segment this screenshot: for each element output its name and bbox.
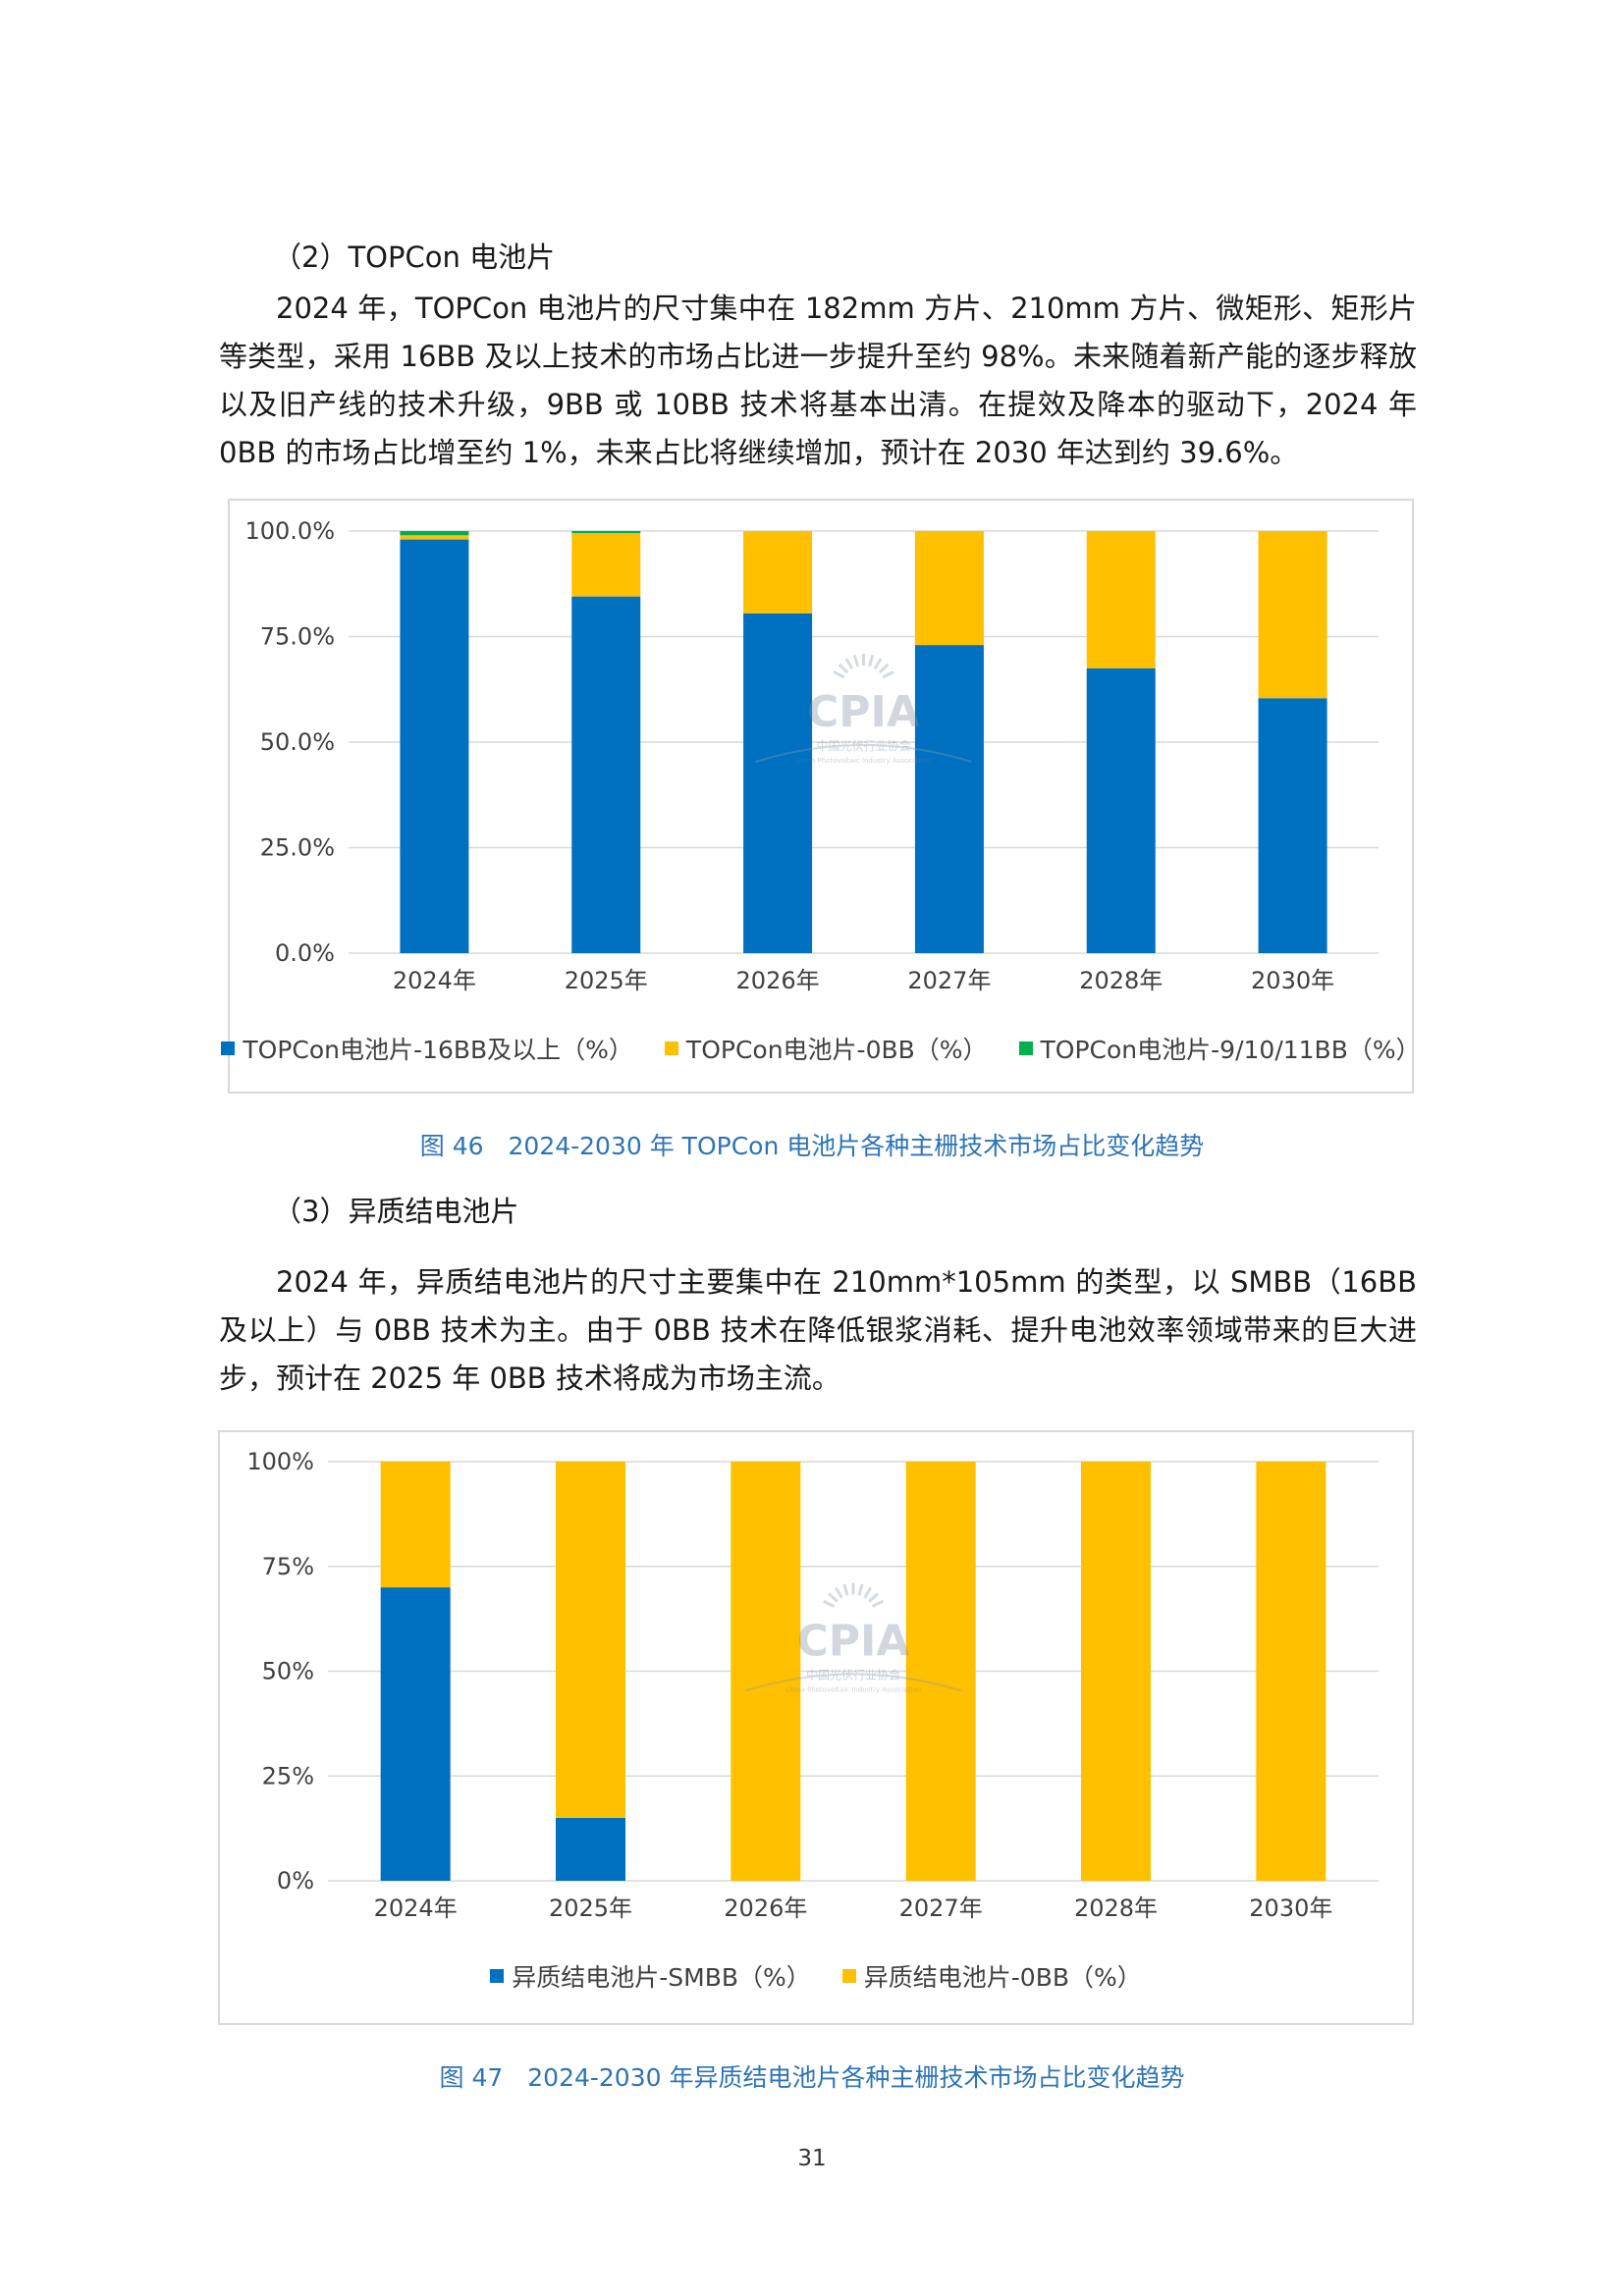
y-tick-label: 0.0% xyxy=(275,939,335,967)
bar-segment-0 xyxy=(914,645,984,953)
watermark-org-name-en: China Photovoltaic Industry Association xyxy=(795,757,932,765)
y-tick-label: 75% xyxy=(262,1553,314,1580)
bar-segment-1 xyxy=(1256,1462,1326,1881)
legend-label: TOPCon电池片-0BB（%） xyxy=(685,1036,988,1064)
legend-item: TOPCon电池片-9/10/11BB（%） xyxy=(1018,1031,1421,1066)
y-tick-label: 0% xyxy=(277,1867,314,1895)
x-tick-label: 2028年 xyxy=(1074,1895,1158,1922)
y-tick-label: 75.0% xyxy=(260,623,335,651)
bar-segment-1 xyxy=(380,1462,451,1588)
watermark-logo-text: CPIA xyxy=(807,687,920,737)
sun-ray xyxy=(833,670,845,679)
bar-segment-1 xyxy=(914,531,984,646)
watermark-swoosh xyxy=(744,1673,962,1692)
legend-label: 异质结电池片-SMBB（%） xyxy=(512,1963,811,1992)
watermark-org-name: 中国光伏行业协会 xyxy=(816,738,910,753)
legend-swatch xyxy=(221,1041,236,1055)
chart-hjt-plot: 0% 25% 50% 75% 100% 2024年 2025年 2026年 2027年 2028年… xyxy=(246,1448,1379,1922)
paragraph-topcon: 2024 年，TOPCon 电池片的尺寸集中在 182mm 方片、210mm 方… xyxy=(219,292,1417,469)
sun-ray xyxy=(871,1599,884,1608)
bar-segment-1 xyxy=(905,1462,976,1881)
chart-topcon-plot: 0.0% 25.0% 50.0% 75.0% 100.0% 2024年 2025年 2026年… xyxy=(244,517,1379,994)
legend-item: TOPCon电池片-0BB（%） xyxy=(664,1031,988,1066)
sun-ray xyxy=(838,663,849,674)
bar-segment-2 xyxy=(571,531,641,534)
legend-swatch xyxy=(1018,1041,1033,1055)
y-tick-label: 25% xyxy=(262,1762,314,1789)
watermark-swoosh xyxy=(755,744,972,763)
sun-ray xyxy=(882,670,894,679)
legend-swatch xyxy=(841,1969,856,1983)
sun-ray xyxy=(842,1583,849,1596)
sun-ray xyxy=(834,1586,843,1599)
x-tick-label: 2024年 xyxy=(393,967,476,994)
bar-segment-1 xyxy=(743,531,813,614)
figure-47-caption: 图 47 2024-2030 年异质结电池片各种主栅技术市场占比变化趋势 xyxy=(439,2063,1185,2092)
chart-topcon-busbar: 0.0% 25.0% 50.0% 75.0% 100.0% 2024年 2025年 2026年… xyxy=(221,499,1421,1094)
sun-ray xyxy=(868,1592,879,1603)
bar-segment-2 xyxy=(400,531,469,536)
x-tick-label: 2025年 xyxy=(549,1895,632,1922)
watermark-logo-text: CPIA xyxy=(797,1617,910,1667)
x-tick-label: 2030年 xyxy=(1249,1895,1332,1922)
sun-ray xyxy=(828,1592,839,1603)
chart-topcon-legend: TOPCon电池片-16BB及以上（%） TOPCon电池片-0BB（%） TOPC… xyxy=(221,1031,1421,1066)
sun-ray xyxy=(868,654,875,667)
x-tick-label: 2026年 xyxy=(724,1895,807,1922)
bar-segment-0 xyxy=(1086,667,1156,953)
legend-item: 异质结电池片-SMBB（%） xyxy=(490,1958,811,1994)
chart-hjt-legend: 异质结电池片-SMBB（%） 异质结电池片-0BB（%） xyxy=(220,1958,1412,1994)
bar-segment-0 xyxy=(1258,698,1327,953)
sun-ray xyxy=(873,658,883,670)
bar-segment-0 xyxy=(571,596,641,953)
sun-ray xyxy=(857,1583,864,1596)
y-tick-label: 100% xyxy=(246,1448,314,1475)
y-tick-label: 100.0% xyxy=(244,517,335,545)
sun-ray xyxy=(823,1599,836,1608)
y-tick-label: 50% xyxy=(262,1658,314,1685)
legend-label: TOPCon电池片-9/10/11BB（%） xyxy=(1040,1036,1421,1064)
legend-label: 异质结电池片-0BB（%） xyxy=(863,1963,1142,1992)
x-tick-label: 2027年 xyxy=(899,1895,983,1922)
bar-segment-1 xyxy=(1081,1462,1151,1881)
section-heading-topcon: （2）TOPCon 电池片 xyxy=(273,240,556,274)
paragraph-hjt: 2024 年，异质结电池片的尺寸主要集中在 210mm*105mm 的类型，以 … xyxy=(219,1265,1417,1395)
legend-swatch xyxy=(490,1969,505,1983)
chart-hjt-busbar: 0% 25% 50% 75% 100% 2024年 2025年 2026年 2027年 2028年… xyxy=(218,1430,1414,2025)
bar-segment-1 xyxy=(400,535,469,540)
bar-segment-0 xyxy=(556,1817,625,1881)
bar-segment-0 xyxy=(380,1587,451,1881)
watermark-org-name: 中国光伏行业协会 xyxy=(806,1668,900,1682)
x-tick-label: 2030年 xyxy=(1251,967,1334,994)
x-tick-label: 2024年 xyxy=(374,1895,458,1922)
bar-segment-1 xyxy=(731,1462,801,1881)
sun-ray xyxy=(878,663,890,674)
x-tick-label: 2025年 xyxy=(565,967,648,994)
watermark-org-name-en: China Photovoltaic Industry Association xyxy=(785,1686,922,1694)
legend-item: 异质结电池片-0BB（%） xyxy=(841,1958,1142,1994)
sun-ray xyxy=(863,1586,873,1599)
section-heading-hjt: （3）异质结电池片 xyxy=(273,1195,519,1228)
legend-item: TOPCon电池片-16BB及以上（%） xyxy=(221,1031,633,1066)
legend-label: TOPCon电池片-16BB及以上（%） xyxy=(243,1036,633,1064)
x-tick-label: 2027年 xyxy=(907,967,991,994)
bar-segment-1 xyxy=(571,533,641,597)
sun-ray xyxy=(852,654,859,667)
bar-segment-1 xyxy=(556,1462,625,1818)
y-tick-label: 25.0% xyxy=(260,834,335,862)
x-tick-label: 2026年 xyxy=(736,967,820,994)
bar-segment-0 xyxy=(400,539,469,953)
bar-segment-0 xyxy=(743,613,813,953)
x-tick-label: 2028年 xyxy=(1079,967,1163,994)
bar-segment-1 xyxy=(1258,531,1327,699)
legend-swatch xyxy=(664,1041,678,1055)
bar-segment-1 xyxy=(1086,531,1156,668)
figure-46-caption: 图 46 2024-2030 年 TOPCon 电池片各种主栅技术市场占比变化趋… xyxy=(419,1132,1205,1160)
page-number: 31 xyxy=(797,2146,827,2171)
sun-ray xyxy=(844,658,854,670)
y-tick-label: 50.0% xyxy=(260,728,335,756)
